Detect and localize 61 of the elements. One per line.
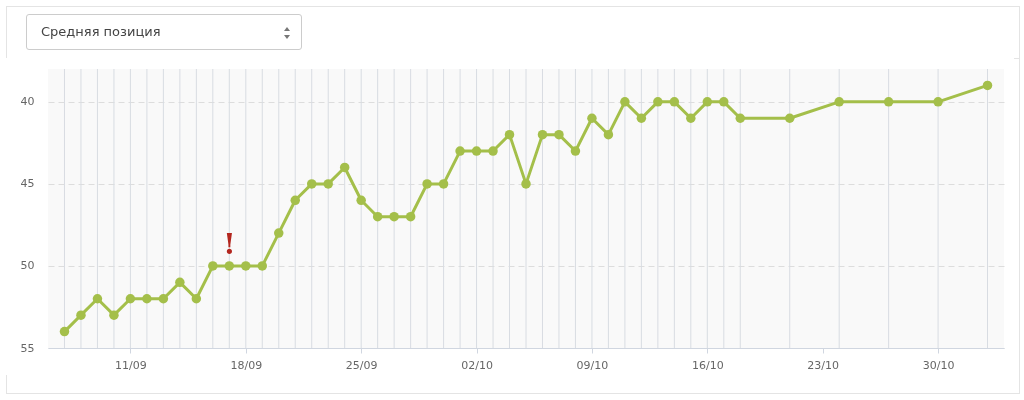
point xyxy=(191,294,202,304)
point xyxy=(76,310,86,320)
point xyxy=(323,179,333,189)
point xyxy=(158,294,169,304)
x-tick-label: 18/09 xyxy=(230,358,263,372)
point xyxy=(735,113,746,123)
point xyxy=(92,294,103,304)
x-tick-label: 30/10 xyxy=(922,358,955,372)
x-tick-label: 11/09 xyxy=(115,358,147,372)
annotation: ! xyxy=(223,227,236,261)
point xyxy=(389,211,399,222)
point xyxy=(587,113,597,123)
chart-title: Средняя позиция xyxy=(41,24,161,39)
point xyxy=(438,179,449,189)
x-tick-label: 25/09 xyxy=(345,358,378,372)
point xyxy=(142,294,152,304)
point xyxy=(784,113,795,123)
point xyxy=(636,113,647,123)
point xyxy=(455,146,465,156)
point xyxy=(653,97,663,107)
point xyxy=(504,129,515,140)
point xyxy=(834,97,844,107)
point xyxy=(290,195,300,206)
point xyxy=(686,113,696,123)
point xyxy=(883,97,894,107)
point xyxy=(356,195,366,206)
point xyxy=(488,146,498,156)
point xyxy=(109,310,119,320)
point xyxy=(933,97,943,107)
x-tick-label: 09/10 xyxy=(576,358,609,372)
point xyxy=(257,261,268,271)
x-tick-label: 16/10 xyxy=(691,358,724,372)
point xyxy=(59,326,70,337)
point xyxy=(554,129,564,140)
point xyxy=(125,294,136,304)
y-tick-label: 55 xyxy=(20,341,35,355)
point xyxy=(537,129,548,140)
x-tick-label: 23/10 xyxy=(807,358,840,372)
x-tick-label: 02/10 xyxy=(461,358,493,372)
point xyxy=(471,146,482,156)
point xyxy=(306,179,317,189)
point xyxy=(521,179,531,189)
y-tick-label: 50 xyxy=(20,259,35,273)
point xyxy=(719,97,729,107)
point xyxy=(669,97,680,107)
point xyxy=(175,277,185,288)
point xyxy=(372,211,383,222)
point xyxy=(339,162,350,173)
point xyxy=(208,261,218,271)
point xyxy=(982,80,993,91)
point xyxy=(570,146,581,156)
point xyxy=(702,97,713,107)
point xyxy=(603,129,614,140)
point xyxy=(422,179,432,189)
point xyxy=(274,228,284,238)
point xyxy=(241,261,251,271)
point xyxy=(224,261,235,271)
y-tick-label: 40 xyxy=(20,95,35,109)
y-tick-label: 45 xyxy=(20,177,35,191)
point xyxy=(620,97,630,107)
point xyxy=(405,211,416,222)
